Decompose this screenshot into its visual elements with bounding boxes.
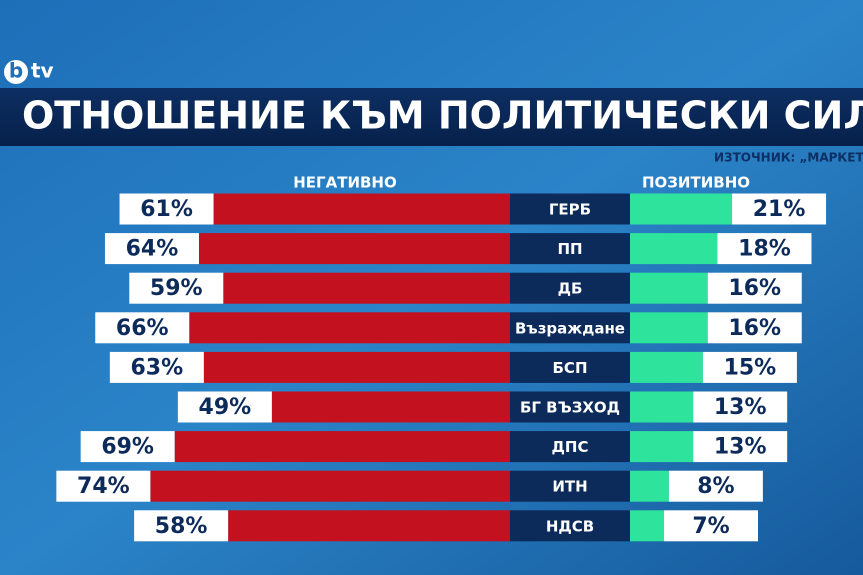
value-label: 13% bbox=[714, 435, 767, 460]
category-box bbox=[510, 193, 630, 225]
value-box bbox=[732, 193, 827, 225]
category-box bbox=[510, 470, 630, 502]
value-label: 18% bbox=[738, 237, 791, 262]
value-box bbox=[668, 470, 763, 502]
value-box bbox=[109, 351, 204, 383]
bar bbox=[630, 272, 708, 304]
bar bbox=[271, 391, 510, 423]
bar bbox=[228, 510, 510, 542]
value-box bbox=[702, 351, 797, 383]
category-label: БСП bbox=[553, 359, 588, 377]
logo-circle bbox=[4, 60, 28, 84]
bar bbox=[223, 272, 510, 304]
value-label: 16% bbox=[728, 276, 781, 301]
value-label: 7% bbox=[692, 514, 729, 539]
logo: b bbox=[9, 59, 23, 83]
bar bbox=[189, 312, 511, 344]
value-label: 61% bbox=[140, 197, 193, 222]
value-box bbox=[95, 312, 190, 344]
value-box bbox=[717, 233, 812, 265]
category-label: ИТН bbox=[552, 478, 587, 496]
legend-label: ПОЗИТИВНО bbox=[642, 174, 750, 192]
category-label: ПП bbox=[557, 240, 582, 258]
value-box bbox=[693, 431, 788, 463]
bar bbox=[630, 312, 708, 344]
bar bbox=[203, 351, 510, 383]
value-label: 13% bbox=[714, 395, 767, 420]
bar bbox=[630, 351, 703, 383]
value-box bbox=[119, 193, 214, 225]
category-label: НДСВ bbox=[546, 517, 594, 535]
category-box bbox=[510, 272, 630, 304]
bar bbox=[198, 233, 510, 265]
legend-label: НЕГАТИВНО bbox=[293, 174, 397, 192]
value-box bbox=[129, 272, 224, 304]
value-label: 15% bbox=[724, 355, 777, 380]
logo: tv bbox=[31, 59, 54, 83]
value-box bbox=[134, 510, 229, 542]
value-label: 49% bbox=[199, 395, 252, 420]
value-label: 21% bbox=[753, 197, 806, 222]
value-label: 59% bbox=[150, 276, 203, 301]
value-label: 69% bbox=[101, 435, 154, 460]
value-box bbox=[693, 391, 788, 423]
chart-title: ОТНОШЕНИЕ КЪМ ПОЛИТИЧЕСКИ СИЛИ bbox=[22, 94, 863, 138]
category-box bbox=[510, 391, 630, 423]
source: ИЗТОЧНИК: „МАРКЕТ bbox=[714, 151, 863, 165]
bar bbox=[630, 431, 694, 463]
value-label: 74% bbox=[77, 474, 130, 499]
category-box bbox=[510, 510, 630, 542]
value-label: 64% bbox=[126, 237, 179, 262]
bar bbox=[213, 193, 511, 225]
value-label: 63% bbox=[130, 355, 183, 380]
value-box bbox=[707, 272, 802, 304]
value-label: 8% bbox=[697, 474, 734, 499]
category-label: ГЕРБ bbox=[549, 201, 591, 219]
category-label: БГ ВЪЗХОД bbox=[520, 399, 620, 417]
value-box bbox=[177, 391, 272, 423]
bar bbox=[630, 470, 669, 502]
bar bbox=[630, 193, 733, 225]
category-box bbox=[510, 233, 630, 265]
bar bbox=[630, 510, 665, 542]
bar bbox=[150, 470, 511, 502]
value-box bbox=[707, 312, 802, 344]
bar bbox=[174, 431, 510, 463]
category-box bbox=[510, 431, 630, 463]
category-label: ДБ bbox=[558, 280, 583, 298]
value-label: 16% bbox=[728, 316, 781, 341]
value-box bbox=[664, 510, 759, 542]
value-box bbox=[80, 431, 175, 463]
category-label: ДПС bbox=[552, 438, 589, 456]
value-box bbox=[104, 233, 199, 265]
category-box bbox=[510, 312, 630, 344]
bar bbox=[630, 233, 718, 265]
title-bar bbox=[0, 88, 863, 146]
category-label: Възраждане bbox=[515, 319, 625, 337]
category-box bbox=[510, 351, 630, 383]
value-box bbox=[56, 470, 151, 502]
value-label: 58% bbox=[155, 514, 208, 539]
bar bbox=[630, 391, 694, 423]
value-label: 66% bbox=[116, 316, 169, 341]
